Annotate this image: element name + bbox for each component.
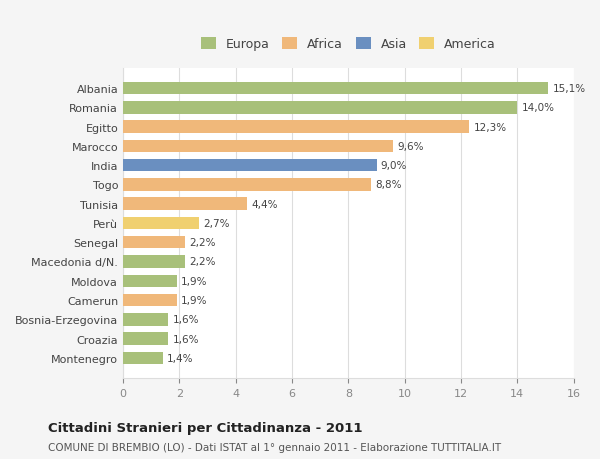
- Text: Cittadini Stranieri per Cittadinanza - 2011: Cittadini Stranieri per Cittadinanza - 2…: [48, 421, 362, 435]
- Text: 1,4%: 1,4%: [167, 353, 193, 363]
- Text: 1,6%: 1,6%: [172, 315, 199, 325]
- Bar: [123, 140, 394, 153]
- Text: 1,9%: 1,9%: [181, 296, 208, 305]
- Text: 9,6%: 9,6%: [398, 141, 424, 151]
- Bar: [123, 121, 469, 134]
- Bar: [123, 198, 247, 211]
- Bar: [123, 217, 199, 230]
- Text: 2,2%: 2,2%: [189, 238, 216, 248]
- Bar: [123, 275, 176, 287]
- Bar: [123, 313, 168, 326]
- Bar: [123, 294, 176, 307]
- Text: 14,0%: 14,0%: [521, 103, 554, 113]
- Text: 12,3%: 12,3%: [474, 122, 507, 132]
- Text: 9,0%: 9,0%: [381, 161, 407, 171]
- Legend: Europa, Africa, Asia, America: Europa, Africa, Asia, America: [197, 34, 500, 55]
- Text: 2,7%: 2,7%: [203, 218, 230, 229]
- Bar: [123, 256, 185, 268]
- Text: COMUNE DI BREMBIO (LO) - Dati ISTAT al 1° gennaio 2011 - Elaborazione TUTTITALIA: COMUNE DI BREMBIO (LO) - Dati ISTAT al 1…: [48, 442, 501, 452]
- Text: 1,9%: 1,9%: [181, 276, 208, 286]
- Bar: [123, 83, 548, 95]
- Bar: [123, 236, 185, 249]
- Text: 2,2%: 2,2%: [189, 257, 216, 267]
- Text: 8,8%: 8,8%: [375, 180, 401, 190]
- Bar: [123, 179, 371, 191]
- Bar: [123, 333, 168, 345]
- Bar: [123, 159, 377, 172]
- Bar: [123, 102, 517, 114]
- Text: 15,1%: 15,1%: [553, 84, 586, 94]
- Text: 4,4%: 4,4%: [251, 199, 278, 209]
- Text: 1,6%: 1,6%: [172, 334, 199, 344]
- Bar: [123, 352, 163, 364]
